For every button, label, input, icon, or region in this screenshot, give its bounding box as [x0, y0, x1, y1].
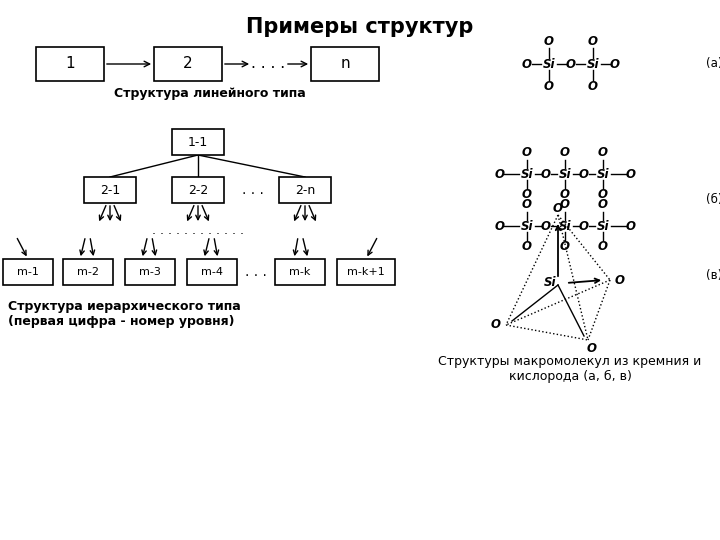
Text: m-k: m-k: [289, 267, 311, 277]
Text: Структура линейного типа: Структура линейного типа: [114, 87, 306, 100]
Bar: [125, 259, 175, 285]
Text: m-k+1: m-k+1: [347, 267, 385, 277]
Text: O: O: [598, 240, 608, 253]
Text: 1: 1: [66, 57, 75, 71]
Text: Si: Si: [559, 219, 571, 233]
Text: O: O: [541, 167, 551, 180]
Text: O: O: [544, 35, 554, 48]
Bar: [172, 129, 224, 155]
Text: O: O: [579, 167, 589, 180]
Text: (б): (б): [706, 193, 720, 206]
Text: (в): (в): [706, 268, 720, 281]
Text: O: O: [588, 35, 598, 48]
Text: Si: Si: [559, 167, 571, 180]
Text: . . . . . . . . . . . .: . . . . . . . . . . . .: [152, 224, 244, 237]
Text: O: O: [587, 341, 597, 354]
Bar: [337, 259, 395, 285]
Text: . . . .: . . . .: [251, 57, 285, 71]
Text: O: O: [560, 199, 570, 212]
Text: O: O: [588, 80, 598, 93]
Text: . . .: . . .: [245, 265, 267, 279]
Text: 1-1: 1-1: [188, 136, 208, 148]
Text: Si: Si: [543, 57, 555, 71]
Text: O: O: [522, 240, 532, 253]
Text: n: n: [340, 57, 350, 71]
Text: O: O: [579, 219, 589, 233]
Text: 2-1: 2-1: [100, 184, 120, 197]
Text: O: O: [560, 240, 570, 253]
Text: Структура иерархического типа
(первая цифра - номер уровня): Структура иерархического типа (первая ци…: [8, 300, 240, 328]
Text: Si: Si: [597, 167, 609, 180]
Bar: [279, 177, 331, 203]
Text: m-4: m-4: [201, 267, 223, 277]
Bar: [172, 177, 224, 203]
Text: O: O: [522, 57, 532, 71]
Text: O: O: [491, 319, 501, 332]
Bar: [275, 259, 325, 285]
Bar: [63, 259, 113, 285]
Text: Структуры макромолекул из кремния и
кислорода (а, б, в): Структуры макромолекул из кремния и кисл…: [438, 355, 701, 383]
Text: O: O: [598, 188, 608, 201]
Text: 2: 2: [183, 57, 193, 71]
Text: Si: Si: [521, 219, 534, 233]
Bar: [36, 47, 104, 81]
Text: (а): (а): [706, 57, 720, 71]
Text: Si: Si: [521, 167, 534, 180]
Text: O: O: [494, 219, 504, 233]
Bar: [311, 47, 379, 81]
Text: O: O: [560, 188, 570, 201]
Text: Si: Si: [597, 219, 609, 233]
Text: O: O: [626, 219, 636, 233]
Text: O: O: [522, 188, 532, 201]
Text: O: O: [598, 146, 608, 159]
Text: Si: Si: [544, 276, 557, 289]
Bar: [154, 47, 222, 81]
Text: O: O: [522, 146, 532, 159]
Text: O: O: [610, 57, 620, 71]
Bar: [187, 259, 237, 285]
Text: O: O: [598, 199, 608, 212]
Text: O: O: [541, 219, 551, 233]
Text: O: O: [553, 201, 563, 214]
Bar: [84, 177, 136, 203]
Text: O: O: [615, 273, 625, 287]
Text: m-3: m-3: [139, 267, 161, 277]
Bar: [3, 259, 53, 285]
Text: 2-2: 2-2: [188, 184, 208, 197]
Text: O: O: [494, 167, 504, 180]
Text: m-1: m-1: [17, 267, 39, 277]
Text: O: O: [544, 80, 554, 93]
Text: Примеры структур: Примеры структур: [246, 17, 474, 37]
Text: O: O: [560, 146, 570, 159]
Text: . . .: . . .: [242, 183, 264, 197]
Text: m-2: m-2: [77, 267, 99, 277]
Text: O: O: [522, 199, 532, 212]
Text: O: O: [566, 57, 576, 71]
Text: 2-n: 2-n: [295, 184, 315, 197]
Text: Si: Si: [587, 57, 599, 71]
Text: O: O: [626, 167, 636, 180]
